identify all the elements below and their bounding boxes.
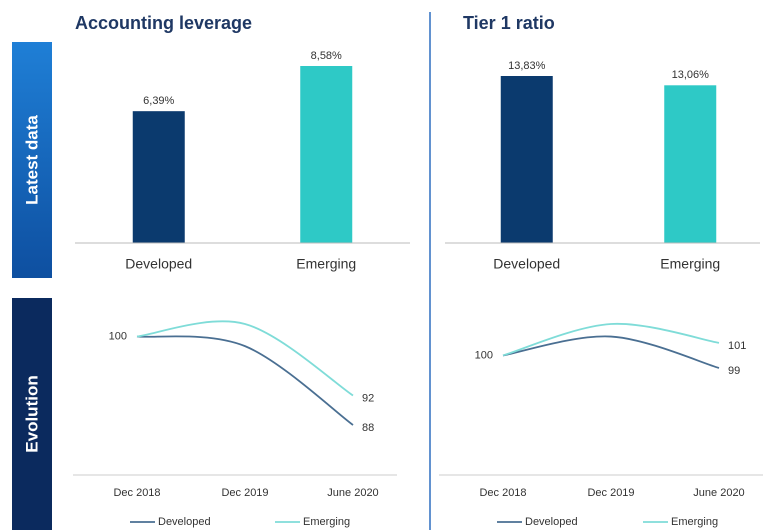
x-tick-label: June 2020	[693, 487, 744, 499]
x-tick-label: Emerging	[296, 256, 356, 272]
legend-label: Emerging	[671, 516, 718, 528]
bar	[300, 66, 353, 243]
chart-title: Tier 1 ratio	[463, 13, 555, 33]
data-label: 13,83%	[508, 60, 546, 72]
data-label: 100	[475, 349, 493, 361]
bar	[132, 111, 185, 244]
row-label: Latest data	[22, 115, 41, 205]
line	[136, 320, 354, 397]
data-label: 100	[109, 330, 127, 342]
x-tick-label: Dec 2019	[221, 487, 268, 499]
line	[502, 335, 720, 369]
data-label: 99	[728, 365, 740, 377]
legend-label: Emerging	[303, 516, 350, 528]
line	[502, 322, 720, 357]
bar	[664, 85, 717, 243]
data-label: 13,06%	[672, 69, 710, 81]
data-label: 101	[728, 340, 746, 352]
x-tick-label: Dec 2018	[479, 487, 526, 499]
row-label: Evolution	[22, 375, 41, 452]
chart-title: Accounting leverage	[75, 13, 252, 33]
line	[136, 335, 354, 426]
x-tick-label: Dec 2019	[587, 487, 634, 499]
x-tick-label: Developed	[493, 256, 560, 272]
x-tick-label: June 2020	[327, 487, 378, 499]
data-label: 6,39%	[143, 95, 174, 107]
row-label-box	[12, 42, 52, 278]
x-tick-label: Emerging	[660, 256, 720, 272]
row-label-box	[12, 298, 52, 530]
x-tick-label: Developed	[125, 256, 192, 272]
data-label: 8,58%	[311, 50, 342, 62]
data-label: 92	[362, 392, 374, 404]
x-tick-label: Dec 2018	[113, 487, 160, 499]
legend-label: Developed	[525, 516, 578, 528]
legend-label: Developed	[158, 516, 211, 528]
bar	[500, 76, 553, 243]
data-label: 88	[362, 422, 374, 434]
